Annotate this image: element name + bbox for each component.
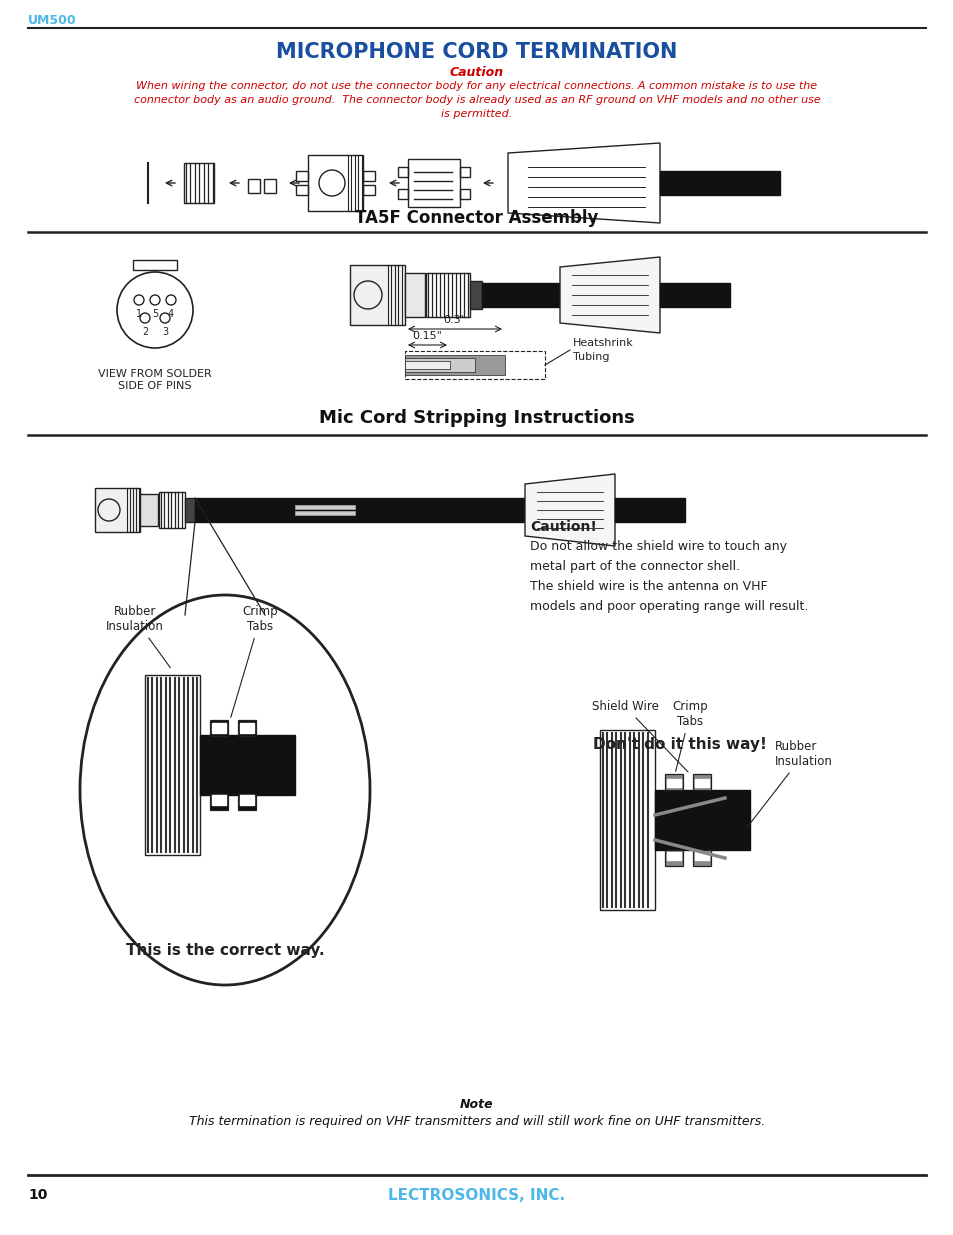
Bar — [426, 273, 470, 317]
Polygon shape — [524, 474, 615, 546]
Bar — [295, 170, 308, 182]
Text: This termination is required on VHF transmitters and will still work fine on UHF: This termination is required on VHF tran… — [189, 1115, 764, 1129]
Bar — [692, 774, 710, 790]
Bar — [237, 794, 255, 810]
Text: 4: 4 — [168, 309, 173, 319]
Bar — [185, 498, 194, 522]
Text: 5: 5 — [152, 309, 158, 319]
Bar — [659, 283, 729, 308]
Bar — [363, 185, 375, 195]
Bar — [666, 852, 680, 860]
Bar — [248, 179, 260, 193]
Text: Heatshrink
Tubing: Heatshrink Tubing — [573, 338, 633, 362]
Bar — [659, 170, 780, 195]
Bar — [350, 266, 405, 325]
Bar — [664, 774, 682, 790]
Bar — [666, 779, 680, 787]
Text: Crimp
Tabs: Crimp Tabs — [231, 605, 277, 718]
Bar — [397, 167, 408, 177]
Text: This is the correct way.: This is the correct way. — [126, 942, 324, 957]
Bar — [210, 720, 228, 736]
Text: Don't do it this way!: Don't do it this way! — [593, 737, 766, 752]
Bar — [240, 722, 253, 734]
Bar — [212, 722, 226, 734]
Bar — [308, 156, 363, 211]
Bar — [599, 730, 655, 910]
Bar — [240, 795, 253, 805]
Bar — [470, 282, 481, 309]
Text: 0.15": 0.15" — [412, 331, 441, 341]
Bar — [184, 163, 213, 203]
Text: 3: 3 — [162, 327, 168, 337]
Bar — [695, 779, 708, 787]
Bar — [159, 492, 185, 529]
Bar — [140, 494, 158, 526]
Bar — [405, 351, 544, 379]
Bar — [459, 189, 470, 199]
Text: LECTROSONICS, INC.: LECTROSONICS, INC. — [388, 1188, 565, 1203]
Bar — [95, 488, 140, 532]
Bar — [363, 170, 375, 182]
Text: Note: Note — [459, 1098, 494, 1112]
Text: Caution!: Caution! — [530, 520, 597, 534]
Text: 1: 1 — [135, 309, 142, 319]
Text: Caution: Caution — [450, 65, 503, 79]
Text: When wiring the connector, do not use the connector body for any electrical conn: When wiring the connector, do not use th… — [133, 82, 820, 119]
Bar — [405, 354, 504, 375]
Text: 2: 2 — [142, 327, 148, 337]
Text: Mic Cord Stripping Instructions: Mic Cord Stripping Instructions — [319, 409, 634, 427]
Bar — [615, 498, 684, 522]
Bar — [264, 179, 275, 193]
Bar — [145, 676, 200, 855]
Text: Crimp
Tabs: Crimp Tabs — [672, 700, 707, 772]
Bar — [210, 794, 228, 810]
Bar — [459, 167, 470, 177]
Bar — [695, 852, 708, 860]
Text: 0.3": 0.3" — [443, 315, 466, 325]
Bar — [692, 850, 710, 866]
Bar — [481, 283, 561, 308]
Text: MICROPHONE CORD TERMINATION: MICROPHONE CORD TERMINATION — [276, 42, 677, 62]
Bar — [212, 795, 226, 805]
Bar — [664, 850, 682, 866]
Bar — [655, 790, 749, 850]
Bar — [294, 505, 355, 509]
Text: Shield Wire: Shield Wire — [591, 700, 687, 772]
Text: 10: 10 — [28, 1188, 48, 1202]
Polygon shape — [559, 257, 659, 333]
Bar — [405, 358, 475, 372]
Bar — [237, 720, 255, 736]
Bar — [408, 159, 459, 207]
Text: TA5F Connector Assembly: TA5F Connector Assembly — [355, 209, 598, 227]
Text: UM500: UM500 — [28, 14, 76, 26]
Bar — [295, 185, 308, 195]
Text: Rubber
Insulation: Rubber Insulation — [106, 605, 171, 668]
Bar — [405, 361, 450, 369]
Bar — [194, 498, 524, 522]
Bar — [294, 511, 355, 515]
Bar — [132, 261, 177, 270]
Bar — [405, 273, 424, 317]
Text: VIEW FROM SOLDER
SIDE OF PINS: VIEW FROM SOLDER SIDE OF PINS — [98, 369, 212, 390]
Text: Do not allow the shield wire to touch any
metal part of the connector shell.
The: Do not allow the shield wire to touch an… — [530, 540, 807, 613]
Bar — [200, 735, 294, 795]
Bar — [397, 189, 408, 199]
Text: Rubber
Insulation: Rubber Insulation — [746, 740, 832, 827]
